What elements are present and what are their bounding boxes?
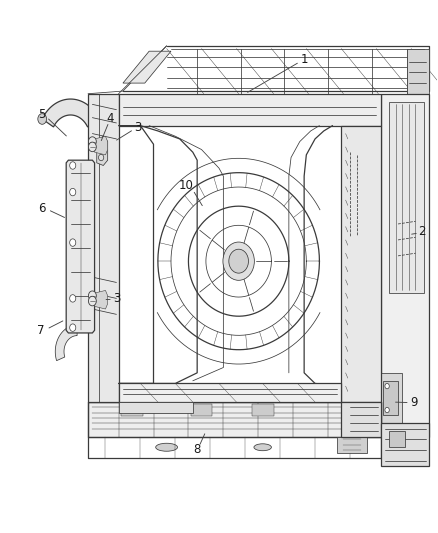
Text: 10: 10 <box>179 179 194 192</box>
Polygon shape <box>337 437 367 453</box>
Circle shape <box>385 383 389 389</box>
Polygon shape <box>95 290 108 309</box>
Polygon shape <box>119 94 381 126</box>
Circle shape <box>99 155 104 161</box>
Circle shape <box>88 291 96 301</box>
Polygon shape <box>191 403 212 416</box>
Circle shape <box>88 137 96 147</box>
Text: 8: 8 <box>194 443 201 456</box>
Polygon shape <box>119 383 341 402</box>
Ellipse shape <box>254 444 272 451</box>
Circle shape <box>70 239 76 246</box>
Polygon shape <box>88 94 119 402</box>
Polygon shape <box>42 99 99 127</box>
Circle shape <box>38 114 46 124</box>
Text: 2: 2 <box>418 225 426 238</box>
Text: 3: 3 <box>134 120 142 134</box>
Text: 5: 5 <box>39 109 46 122</box>
Ellipse shape <box>155 443 177 451</box>
Polygon shape <box>381 426 396 434</box>
Polygon shape <box>119 402 193 413</box>
Polygon shape <box>389 431 405 447</box>
Circle shape <box>70 188 76 196</box>
Circle shape <box>385 407 389 413</box>
Circle shape <box>88 142 96 152</box>
Polygon shape <box>407 49 428 94</box>
Polygon shape <box>341 402 381 437</box>
Text: 3: 3 <box>113 292 120 305</box>
Polygon shape <box>123 51 171 83</box>
Polygon shape <box>381 423 428 466</box>
Circle shape <box>229 249 248 273</box>
Polygon shape <box>95 136 108 155</box>
Polygon shape <box>381 94 428 437</box>
Polygon shape <box>381 373 403 423</box>
Circle shape <box>70 295 76 302</box>
Polygon shape <box>97 136 108 165</box>
Text: 6: 6 <box>39 201 46 214</box>
Polygon shape <box>66 160 95 333</box>
Text: 4: 4 <box>106 112 113 125</box>
Circle shape <box>99 144 104 150</box>
Text: 1: 1 <box>300 53 308 66</box>
Polygon shape <box>389 102 424 293</box>
Polygon shape <box>252 403 274 416</box>
Circle shape <box>223 242 254 280</box>
Circle shape <box>70 324 76 332</box>
Polygon shape <box>88 402 381 437</box>
Circle shape <box>70 162 76 169</box>
Polygon shape <box>121 403 143 416</box>
Circle shape <box>88 296 96 306</box>
Polygon shape <box>383 381 398 415</box>
Text: 7: 7 <box>37 324 45 337</box>
Polygon shape <box>341 126 381 402</box>
Text: 9: 9 <box>410 396 417 409</box>
Polygon shape <box>55 325 77 361</box>
